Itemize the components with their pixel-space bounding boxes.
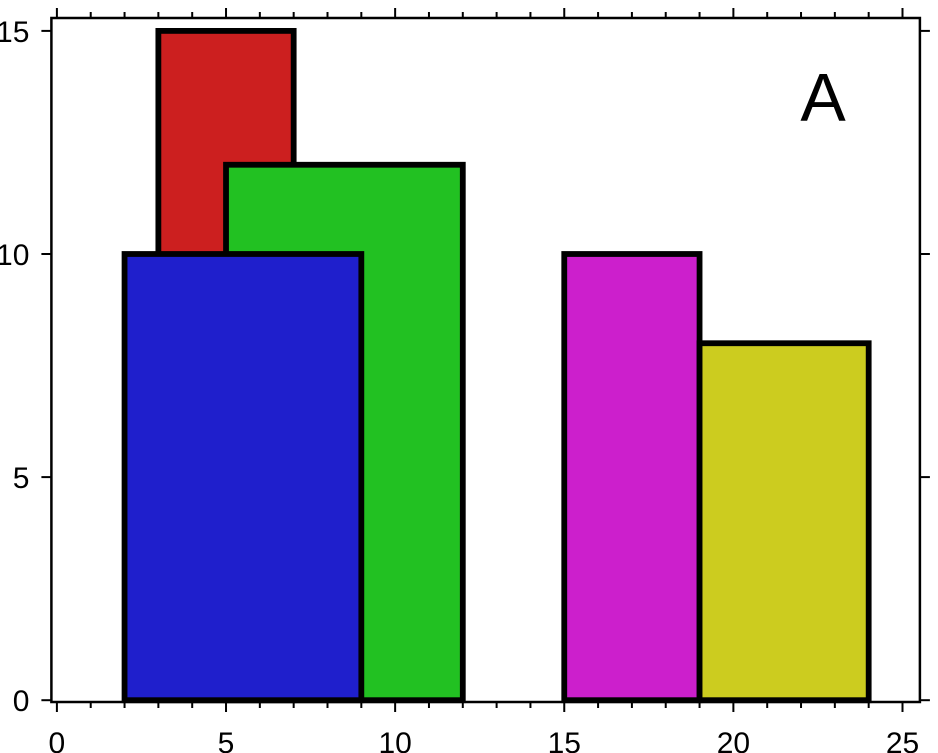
svg-text:5: 5: [13, 462, 30, 495]
svg-text:10: 10: [0, 239, 29, 272]
svg-text:25: 25: [886, 727, 919, 753]
svg-text:0: 0: [49, 727, 66, 753]
svg-text:20: 20: [717, 727, 750, 753]
svg-text:10: 10: [378, 727, 411, 753]
svg-text:15: 15: [0, 16, 29, 49]
svg-text:5: 5: [218, 727, 235, 753]
svg-text:0: 0: [13, 685, 30, 718]
svg-text:15: 15: [548, 727, 581, 753]
svg-text:A: A: [800, 60, 846, 136]
